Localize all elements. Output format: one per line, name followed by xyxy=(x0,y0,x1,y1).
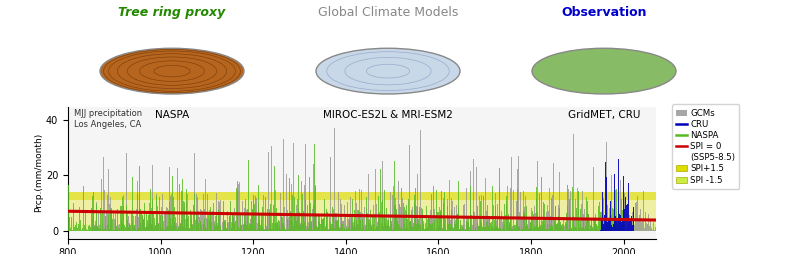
Text: Observation: Observation xyxy=(562,6,646,19)
Y-axis label: Prcp.(mm/month): Prcp.(mm/month) xyxy=(34,133,43,212)
Text: Tree ring proxy: Tree ring proxy xyxy=(118,6,226,19)
Text: Global Climate Models: Global Climate Models xyxy=(318,6,458,19)
Text: GridMET, CRU: GridMET, CRU xyxy=(568,110,640,120)
Text: NASPA: NASPA xyxy=(155,110,189,120)
Text: MJJ precipitation
Los Angeles, CA: MJJ precipitation Los Angeles, CA xyxy=(74,109,142,129)
Text: MIROC-ES2L & MRI-ESM2: MIROC-ES2L & MRI-ESM2 xyxy=(323,110,453,120)
Legend: GCMs, CRU, NASPA, SPI = 0, (SSP5-8.5), SPI+1.5, SPI -1.5: GCMs, CRU, NASPA, SPI = 0, (SSP5-8.5), S… xyxy=(672,104,739,189)
